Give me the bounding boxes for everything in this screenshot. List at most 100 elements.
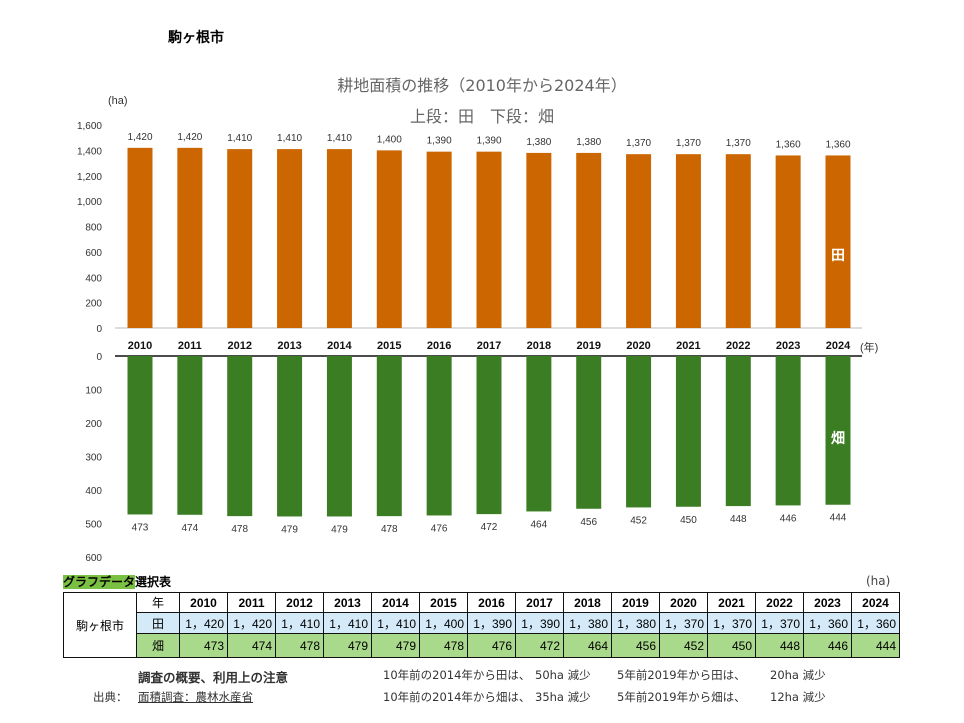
- rice-cell: 1，390: [515, 612, 564, 634]
- x-tick-label: 2012: [227, 340, 251, 352]
- rice-cell: 1，420: [227, 612, 276, 634]
- data-label-rice: 1,360: [825, 139, 850, 150]
- data-label-rice: 1,400: [377, 134, 402, 145]
- caption-highlight: グラフデータ: [63, 575, 136, 589]
- y-tick-lower: 400: [85, 486, 102, 497]
- bar-rice: [376, 150, 402, 328]
- year-cell: 2018: [563, 592, 612, 613]
- field-cell: 476: [467, 633, 516, 658]
- y-tick-upper: 200: [85, 299, 102, 310]
- bar-rice: [775, 155, 801, 328]
- source-label: 出典：: [93, 690, 128, 704]
- bar-field: [127, 356, 153, 515]
- year-cell: 2012: [275, 592, 324, 613]
- bar-rice: [277, 149, 303, 328]
- data-label-rice: 1,370: [676, 138, 701, 149]
- bar-field: [376, 356, 402, 517]
- x-tick-label: 2011: [178, 340, 202, 352]
- year-cell: 2013: [323, 592, 372, 613]
- bar-rice: [675, 154, 701, 328]
- field-cell: 450: [707, 633, 756, 658]
- bar-rice: [626, 154, 652, 328]
- data-label-field: 476: [431, 523, 448, 534]
- field-cell: 479: [371, 633, 420, 658]
- x-tick-label: 2010: [128, 340, 152, 352]
- y-tick-lower: 0: [96, 352, 102, 363]
- field-cell: 472: [515, 633, 564, 658]
- bar-field: [177, 356, 203, 515]
- data-label-rice: 1,380: [576, 137, 601, 148]
- series-label-rice: 田: [831, 247, 845, 263]
- bar-field: [825, 356, 851, 505]
- field-cell: 446: [803, 633, 852, 658]
- bar-field: [426, 356, 452, 516]
- x-tick-label: 2013: [277, 340, 301, 352]
- note-field-5y-value: 12ha 減少: [770, 690, 826, 704]
- data-label-rice: 1,410: [277, 133, 302, 144]
- data-label-field: 446: [780, 513, 797, 524]
- bar-rice: [526, 152, 552, 328]
- rice-cell: 1，360: [803, 612, 852, 634]
- year-cell: 2016: [467, 592, 516, 613]
- year-cell: 2022: [755, 592, 804, 613]
- data-label-field: 478: [231, 524, 248, 535]
- bar-rice: [576, 152, 602, 328]
- data-table: 駒ヶ根市年 2010 2011 2012 2013 2014 2015 2016 2017 201…: [63, 592, 900, 658]
- data-label-rice: 1,420: [177, 132, 202, 143]
- city-cell: 駒ヶ根市: [63, 592, 137, 658]
- rice-cell: 1，360: [851, 612, 900, 634]
- series-label-field: 畑: [830, 430, 845, 446]
- y-tick-upper: 0: [96, 324, 102, 335]
- y-tick-upper: 600: [85, 248, 102, 259]
- bar-rice: [725, 154, 751, 328]
- year-cell: 2017: [515, 592, 564, 613]
- source-link[interactable]: 面積調査：農林水産省: [138, 690, 253, 704]
- rice-cell: 1，370: [659, 612, 708, 634]
- bar-field: [476, 356, 502, 515]
- data-label-rice: 1,410: [227, 133, 252, 144]
- year-cell: 2019: [611, 592, 660, 613]
- data-label-field: 452: [630, 515, 647, 526]
- note-rice-5y-value: 20ha 減少: [770, 668, 826, 682]
- data-label-field: 448: [730, 514, 747, 525]
- data-label-field: 472: [481, 522, 498, 533]
- bar-field: [526, 356, 552, 512]
- year-cell: 2021: [707, 592, 756, 613]
- x-tick-label: 2024: [826, 340, 851, 352]
- note-rice-10y: 10年前の2014年から田は、: [383, 668, 531, 682]
- caption-rest: 選択表: [135, 575, 172, 589]
- chart-title: 耕地面積の推移（2010年から2024年）: [337, 76, 627, 95]
- year-cell: 2015: [419, 592, 468, 613]
- rice-cell: 1，420: [179, 612, 228, 634]
- field-cell: 464: [563, 633, 612, 658]
- bar-rice: [476, 151, 502, 328]
- year-cell: 2011: [227, 592, 276, 613]
- rice-cell: 1，380: [563, 612, 612, 634]
- field-cell: 474: [227, 633, 276, 658]
- field-cell: 478: [275, 633, 324, 658]
- data-label-field: 473: [132, 522, 149, 533]
- y-tick-upper: 400: [85, 273, 102, 284]
- overview-link[interactable]: 調査の概要、利用上の注意: [138, 670, 289, 685]
- bar-rice: [326, 149, 352, 328]
- y-tick-upper: 1,400: [77, 146, 102, 157]
- note-field-5y: 5年前2019年から畑は、: [617, 690, 746, 704]
- bar-field: [675, 356, 701, 507]
- data-label-field: 444: [830, 513, 847, 524]
- field-cell: 473: [179, 633, 228, 658]
- rice-header: 田: [136, 612, 180, 634]
- bar-field: [227, 356, 253, 517]
- bar-rice: [227, 149, 253, 328]
- bar-chart: (ha) (年) 0 200 400 600 800 1,000 1,200 1,400 1,6…: [77, 95, 878, 564]
- y-tick-upper: 1,600: [77, 121, 102, 132]
- data-label-rice: 1,410: [327, 133, 352, 144]
- field-cell: 479: [323, 633, 372, 658]
- rice-cell: 1，370: [707, 612, 756, 634]
- bar-rice: [825, 155, 851, 328]
- y-unit-label: (ha): [108, 95, 128, 107]
- table-caption: グラフデータ選択表: [63, 573, 171, 590]
- bar-rice: [127, 147, 153, 328]
- bar-rice: [426, 151, 452, 328]
- year-cell: 2010: [179, 592, 228, 613]
- data-label-rice: 1,360: [776, 139, 801, 150]
